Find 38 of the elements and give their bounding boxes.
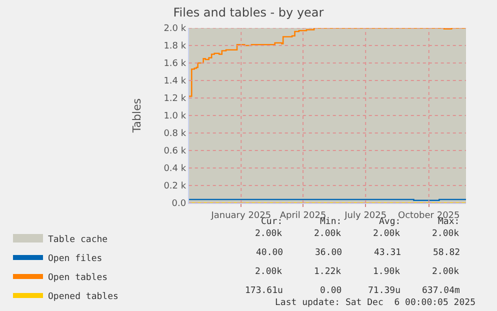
legend-label: Open tables	[48, 273, 108, 284]
y-tick-label: 0.2 k	[164, 182, 187, 192]
y-tick-label: 1.0 k	[164, 112, 187, 122]
text: 36.00	[315, 248, 342, 258]
y-tick-label: 2.0 k	[164, 24, 187, 34]
text: 58.82	[433, 248, 460, 258]
text: Avg:	[379, 217, 401, 227]
y-tick-label: 1.2 k	[164, 94, 187, 104]
text: 71.39u	[368, 286, 401, 296]
legend-label: Table cache	[48, 235, 108, 246]
legend-label: Open files	[48, 254, 102, 264]
text: 0.00	[320, 286, 342, 296]
y-tick-label: 0.0	[172, 199, 186, 210]
text: 1.90k	[373, 267, 401, 277]
text: 2.00k	[255, 267, 283, 277]
y-tick-label: 1.4 k	[164, 76, 187, 87]
text: Min:	[320, 217, 342, 227]
text: Last update: Sat Dec 6 00:00:05 2025	[275, 298, 476, 308]
text: 173.61u	[245, 286, 283, 296]
y-tick-label: 1.8 k	[164, 42, 187, 52]
text: 637.04m	[422, 286, 460, 296]
text: Max:	[438, 217, 460, 227]
y-axis-title: Tables	[130, 98, 144, 134]
text: 40.00	[256, 248, 284, 258]
chart-title: Files and tables - by year	[173, 5, 324, 20]
y-tick-label: 0.6 k	[164, 146, 187, 157]
y-tick-label: 0.8 k	[164, 129, 187, 140]
legend-label: Opened tables	[48, 292, 118, 302]
text: Cur:	[261, 217, 283, 227]
y-tick-label: 1.6 k	[164, 59, 187, 70]
text: 2.00k	[432, 267, 460, 277]
text: 43.31	[374, 248, 402, 258]
y-tick-label: 0.4 k	[164, 164, 187, 174]
text: 2.00k	[373, 229, 401, 239]
text: 2.00k	[432, 229, 460, 239]
text: 2.00k	[314, 229, 342, 239]
text: 2.00k	[255, 229, 283, 239]
text: 1.22k	[314, 267, 342, 277]
